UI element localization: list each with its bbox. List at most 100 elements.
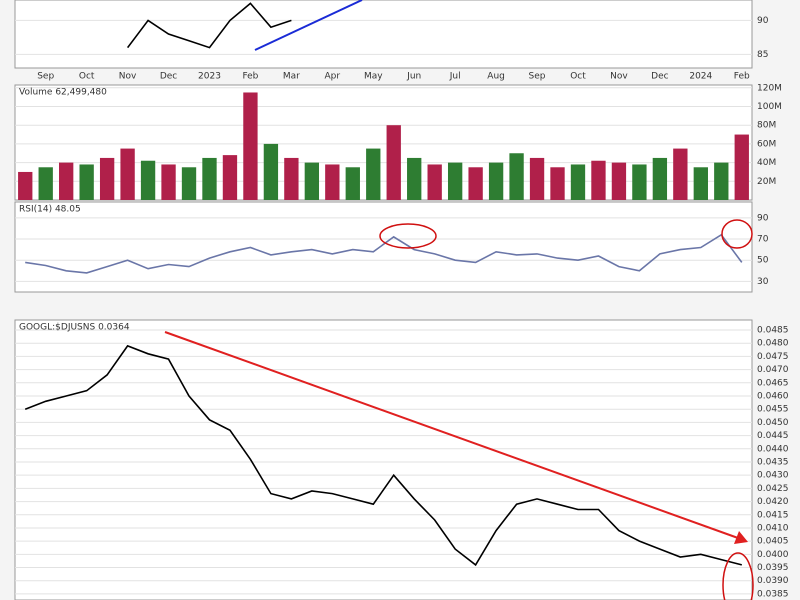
x-tick-label: Dec [160,72,177,82]
bar [509,153,524,200]
x-tick-label: Oct [79,72,95,82]
y-tick-label: 0.0475 [757,352,789,362]
x-tick-label: Dec [651,72,668,82]
trend-line [254,0,363,51]
panel-title: RSI(14) 48.05 [19,205,81,215]
y-tick-label: 0.0480 [757,339,789,349]
x-tick-label: Nov [119,72,137,82]
bar [284,157,299,200]
bar [161,164,176,200]
bar [120,148,135,200]
bar [38,167,53,200]
bar [222,155,238,200]
bar [243,92,258,200]
x-tick-label: Oct [570,72,586,82]
y-tick-label: 0.0395 [757,563,789,573]
bar [734,134,749,200]
panel-title: Volume 62,499,480 [19,88,107,98]
y-tick-label: 0.0390 [757,576,789,586]
bar [140,160,156,200]
bar [714,162,729,200]
x-tick-label: 2023 [198,72,221,82]
bar [18,171,33,200]
bar [550,167,565,200]
y-tick-label: 0.0460 [757,392,789,402]
x-tick-label: Sep [529,72,546,82]
y-tick-label: 0.0415 [757,510,789,520]
x-tick-label: 2024 [689,72,712,82]
bar [447,162,463,200]
panel-title: GOOGL:$DJUSNS 0.0364 [19,323,130,333]
y-tick-label: 90 [757,213,769,223]
bar [632,164,647,200]
bar [693,167,708,200]
y-tick-label: 0.0445 [757,431,789,441]
bar [59,162,74,200]
y-tick-label: 0.0405 [757,537,789,547]
y-tick-label: 80M [757,121,776,131]
y-tick-label: 100M [757,102,782,112]
y-tick-label: 85 [757,50,768,60]
bar [304,162,320,200]
y-tick-label: 70 [757,235,769,245]
bar [263,143,279,200]
x-tick-label: Mar [283,72,300,82]
arrow-head [734,531,748,544]
bar [611,162,627,200]
y-tick-label: 50 [757,256,769,266]
line [24,344,743,567]
trend-arrow [164,331,739,539]
bar [202,157,217,200]
x-tick-label: Aug [487,72,505,82]
marks: Sep Oct Nov Dec 2023 Feb Mar Apr May Jun Jul Aug Sep… [15,2,789,599]
bar [652,157,668,200]
bar [488,162,504,200]
bar [591,160,606,200]
highlight [721,219,753,249]
y-tick-label: 40M [757,158,776,168]
x-tick-label: Feb [734,72,750,82]
rsi-panel [14,201,753,293]
line [126,2,292,49]
bar [345,167,360,200]
y-tick-label: 0.0485 [757,326,789,336]
bar [325,164,340,200]
y-tick-label: 0.0455 [757,405,789,415]
y-tick-label: 0.0425 [757,484,789,494]
y-tick-label: 120M [757,83,782,93]
y-tick-label: 0.0450 [757,418,789,428]
bar [468,167,483,200]
x-tick-label: Feb [242,72,258,82]
y-tick-label: 0.0470 [757,365,789,375]
bar [673,148,688,200]
y-tick-label: 0.0435 [757,457,789,467]
y-tick-label: 0.0400 [757,550,789,560]
bar [366,148,381,200]
bar [79,164,94,200]
x-tick-label: Apr [325,72,341,82]
y-tick-label: 0.0385 [757,589,789,599]
y-tick-label: 0.0430 [757,471,789,481]
x-tick-label: Jun [406,72,421,82]
bar [99,157,115,200]
y-tick-label: 60M [757,139,776,149]
x-tick-label: Jul [449,72,461,82]
x-tick-label: Nov [610,72,628,82]
line [25,233,743,274]
x-tick-label: May [364,72,383,82]
y-tick-label: 0.0465 [757,378,789,388]
y-tick-label: 90 [757,16,769,26]
bar [386,125,401,200]
y-tick-label: 20M [757,177,776,187]
y-tick-label: 30 [757,277,769,287]
bar [181,167,197,200]
y-tick-label: 0.0420 [757,497,789,507]
y-tick-label: 0.0410 [757,523,789,533]
highlight [722,552,754,600]
bar [427,164,442,200]
bar [570,164,586,200]
ratio-panel [14,319,753,600]
bar [529,157,545,200]
highlight [379,223,437,249]
